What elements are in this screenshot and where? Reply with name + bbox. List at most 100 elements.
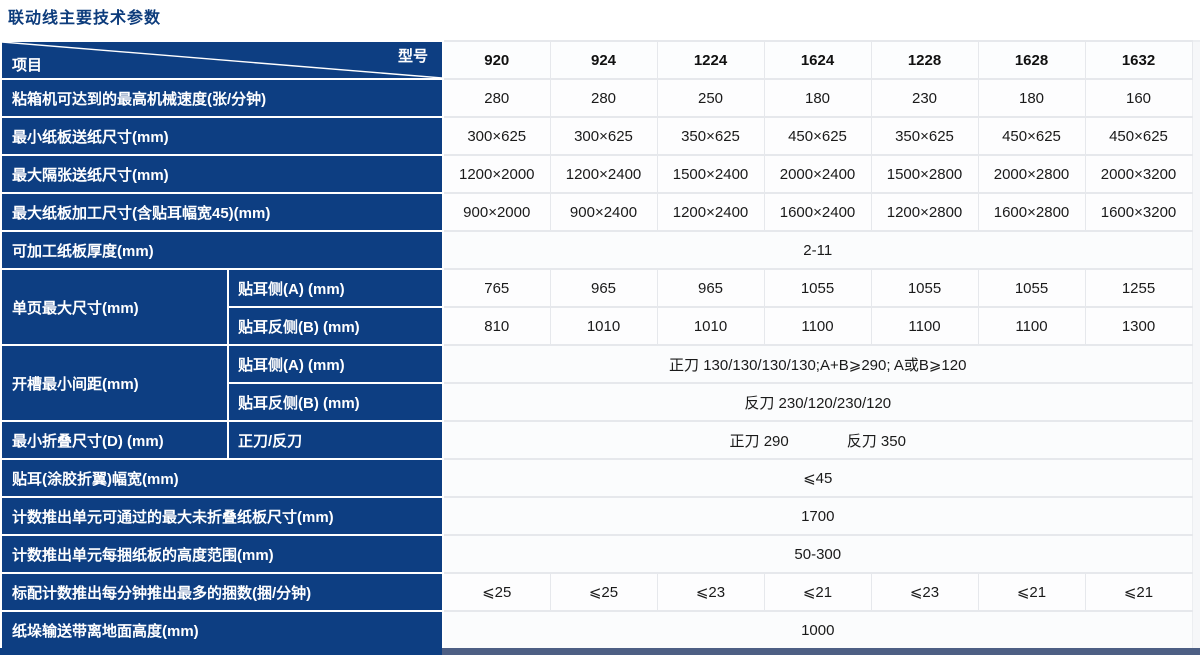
- spec-value-cell: ⩽25: [442, 572, 551, 612]
- spec-sub-label: 贴耳侧(A) (mm): [227, 268, 444, 308]
- spec-value-cell: 280: [442, 78, 551, 118]
- spec-value-cell: 1200×2400: [549, 154, 658, 194]
- spec-value-cell: 900×2400: [549, 192, 658, 232]
- table-row: 纸垛输送带离地面高度(mm) 1000: [0, 610, 1200, 650]
- table-header-row: 项目 型号 920 924 1224 1624 1228 1628 1632: [0, 40, 1200, 650]
- spec-row-label: 计数推出单元可通过的最大未折叠纸板尺寸(mm): [0, 496, 444, 536]
- spec-value-cell: 1500×2400: [656, 154, 765, 194]
- table-row: 最小纸板送纸尺寸(mm) 300×625 300×625 350×625 450…: [0, 116, 1200, 156]
- table-row: 可加工纸板厚度(mm) 2-11: [0, 230, 1200, 270]
- spec-value-cell: 1300: [1084, 306, 1193, 346]
- spec-span-value: 50-300: [442, 534, 1193, 574]
- spec-value-cell: 2000×3200: [1084, 154, 1193, 194]
- model-column-header: 920: [442, 40, 551, 80]
- spec-value-cell: 300×625: [549, 116, 658, 156]
- spec-span-value: 1700: [442, 496, 1193, 536]
- spec-value-cell: 965: [549, 268, 658, 308]
- table-row: 最大纸板加工尺寸(含贴耳幅宽45)(mm) 900×2000 900×2400 …: [0, 192, 1200, 232]
- spec-group-label: 最小折叠尺寸(D) (mm): [0, 420, 229, 460]
- spec-span-value: 2-11: [442, 230, 1193, 270]
- table-row: 粘箱机可达到的最高机械速度(张/分钟) 280 280 250 180 230 …: [0, 78, 1200, 118]
- spec-row-label: 纸垛输送带离地面高度(mm): [0, 610, 444, 650]
- spec-row-label: 可加工纸板厚度(mm): [0, 230, 444, 270]
- corner-cell: 项目 型号: [0, 40, 444, 80]
- spec-value-cell: 965: [656, 268, 765, 308]
- spec-value-cell: 1200×2800: [870, 192, 979, 232]
- spec-value-cell: 300×625: [442, 116, 551, 156]
- spec-value-cell: 450×625: [977, 116, 1086, 156]
- spec-span-value: 正刀 290 反刀 350: [442, 420, 1193, 460]
- table-row: 贴耳反侧(B) (mm) 反刀 230/120/230/120: [1, 382, 1200, 422]
- model-header-label: 型号: [397, 48, 428, 65]
- spec-value-cell: 350×625: [656, 116, 765, 156]
- table-row: 标配计数推出每分钟推出最多的捆数(捆/分钟) ⩽25 ⩽25 ⩽23 ⩽21 ⩽…: [0, 572, 1200, 612]
- model-column-header: 1228: [870, 40, 979, 80]
- table-row: 最小折叠尺寸(D) (mm) 正刀/反刀 正刀 290 反刀 350: [0, 420, 1200, 460]
- spec-value-cell: 160: [1084, 78, 1193, 118]
- table-row: 开槽最小间距(mm) 贴耳侧(A) (mm) 正刀 130/130/130/13…: [0, 344, 1200, 422]
- table-row: 单页最大尺寸(mm) 贴耳侧(A) (mm) 765 965 965 1055 …: [0, 268, 1200, 346]
- spec-value-cell: 250: [656, 78, 765, 118]
- spec-value-cell: 1200×2400: [656, 192, 765, 232]
- spec-value-cell: 180: [977, 78, 1086, 118]
- spec-value-cell: 900×2000: [442, 192, 551, 232]
- model-column-header: 1624: [763, 40, 872, 80]
- spec-row-label: 最小纸板送纸尺寸(mm): [0, 116, 444, 156]
- spec-table: 项目 型号 920 924 1224 1624 1228 1628 1632 粘…: [0, 40, 1200, 650]
- diagonal-divider: [2, 42, 442, 78]
- spec-group-label: 开槽最小间距(mm): [0, 344, 229, 422]
- page-title: 联动线主要技术参数: [8, 10, 162, 27]
- spec-value-cell: 1100: [977, 306, 1086, 346]
- spec-row-label: 标配计数推出每分钟推出最多的捆数(捆/分钟): [0, 572, 444, 612]
- model-column-header: 1224: [656, 40, 765, 80]
- spec-row-label: 计数推出单元每捆纸板的高度范围(mm): [0, 534, 444, 574]
- spec-sub-label: 贴耳侧(A) (mm): [227, 344, 444, 384]
- spec-span-value: 正刀 130/130/130/130;A+B⩾290; A或B⩾120: [442, 344, 1193, 384]
- spec-group-label: 单页最大尺寸(mm): [0, 268, 229, 346]
- table-bottom-bar: [0, 648, 1200, 655]
- spec-span-value: ⩽45: [442, 458, 1193, 498]
- item-header-label: 项目: [12, 57, 43, 74]
- spec-value-cell: 810: [442, 306, 551, 346]
- spec-value-cell: ⩽23: [870, 572, 979, 612]
- spec-value-cell: 230: [870, 78, 979, 118]
- spec-value-cell: 2000×2400: [763, 154, 872, 194]
- spec-value-cell: 1055: [977, 268, 1086, 308]
- spec-value-cell: ⩽21: [1084, 572, 1193, 612]
- spec-value-cell: 450×625: [763, 116, 872, 156]
- spec-value-cell: 1200×2000: [442, 154, 551, 194]
- table-row: 计数推出单元可通过的最大未折叠纸板尺寸(mm) 1700: [0, 496, 1200, 536]
- table-right-edge: [1191, 40, 1200, 650]
- spec-value-cell: 1100: [763, 306, 872, 346]
- spec-value-cell: 450×625: [1084, 116, 1193, 156]
- spec-row-label: 粘箱机可达到的最高机械速度(张/分钟): [0, 78, 444, 118]
- spec-value-cell: ⩽23: [656, 572, 765, 612]
- spec-value-cell: ⩽21: [977, 572, 1086, 612]
- spec-value-cell: 1600×3200: [1084, 192, 1193, 232]
- spec-value-cell: 1255: [1084, 268, 1193, 308]
- spec-sub-label: 正刀/反刀: [227, 420, 444, 460]
- spec-value-cell: ⩽21: [763, 572, 872, 612]
- spec-value-cell: 1055: [870, 268, 979, 308]
- spec-value-cell: 1500×2800: [870, 154, 979, 194]
- fold-forward-value: 正刀 290: [729, 432, 789, 450]
- spec-span-value: 反刀 230/120/230/120: [442, 382, 1193, 422]
- spec-row-label: 贴耳(涂胶折翼)幅宽(mm): [0, 458, 444, 498]
- spec-row-label: 最大纸板加工尺寸(含贴耳幅宽45)(mm): [0, 192, 444, 232]
- table-row: 最大隔张送纸尺寸(mm) 1200×2000 1200×2400 1500×24…: [0, 154, 1200, 194]
- spec-sub-label: 贴耳反侧(B) (mm): [227, 306, 444, 346]
- table-row: 计数推出单元每捆纸板的高度范围(mm) 50-300: [0, 534, 1200, 574]
- spec-value-cell: 350×625: [870, 116, 979, 156]
- spec-value-cell: 765: [442, 268, 551, 308]
- spec-row-label: 最大隔张送纸尺寸(mm): [0, 154, 444, 194]
- spec-value-cell: 1055: [763, 268, 872, 308]
- fold-reverse-value: 反刀 350: [846, 432, 906, 450]
- spec-value-cell: ⩽25: [549, 572, 658, 612]
- model-column-header: 1632: [1084, 40, 1193, 80]
- table-row: 贴耳反侧(B) (mm) 810 1010 1010 1100 1100 110…: [1, 306, 1200, 346]
- spec-value-cell: 2000×2800: [977, 154, 1086, 194]
- spec-span-value: 1000: [442, 610, 1193, 650]
- spec-value-cell: 180: [763, 78, 872, 118]
- spec-value-cell: 280: [549, 78, 658, 118]
- model-column-header: 1628: [977, 40, 1086, 80]
